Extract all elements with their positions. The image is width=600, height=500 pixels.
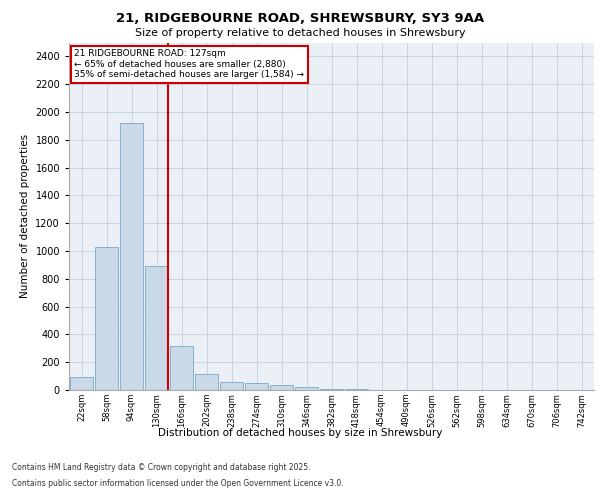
Bar xyxy=(295,387,318,390)
Text: Contains public sector information licensed under the Open Government Licence v3: Contains public sector information licen… xyxy=(12,478,344,488)
Text: Contains HM Land Registry data © Crown copyright and database right 2025.: Contains HM Land Registry data © Crown c… xyxy=(12,464,311,472)
Bar xyxy=(170,346,193,390)
Text: 21 RIDGEBOURNE ROAD: 127sqm
← 65% of detached houses are smaller (2,880)
35% of : 21 RIDGEBOURNE ROAD: 127sqm ← 65% of det… xyxy=(74,50,304,80)
Bar xyxy=(320,388,343,390)
Bar xyxy=(220,382,243,390)
Text: 21, RIDGEBOURNE ROAD, SHREWSBURY, SY3 9AA: 21, RIDGEBOURNE ROAD, SHREWSBURY, SY3 9A… xyxy=(116,12,484,26)
Text: Distribution of detached houses by size in Shrewsbury: Distribution of detached houses by size … xyxy=(158,428,442,438)
Bar xyxy=(120,123,143,390)
Bar xyxy=(270,385,293,390)
Bar xyxy=(95,247,118,390)
Text: Size of property relative to detached houses in Shrewsbury: Size of property relative to detached ho… xyxy=(134,28,466,38)
Bar xyxy=(145,266,168,390)
Bar xyxy=(245,383,268,390)
Bar xyxy=(70,378,93,390)
Bar xyxy=(195,374,218,390)
Y-axis label: Number of detached properties: Number of detached properties xyxy=(20,134,29,298)
